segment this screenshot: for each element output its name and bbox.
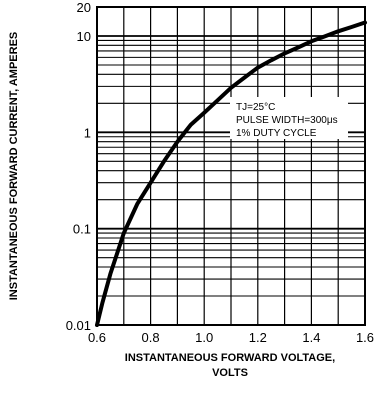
x-tick-label: 1.2 [249,330,267,345]
x-tick-label: 1.4 [302,330,320,345]
y-tick-label: 0.01 [66,318,91,333]
x-axis-label-line1: INSTANTANEOUS FORWARD VOLTAGE, [125,352,335,364]
annotation-duty-cycle: 1% DUTY CYCLE [236,128,317,139]
y-axis-label: INSTANTANEOUS FORWARD CURRENT, AMPERES [8,32,20,301]
y-tick-label: 10 [77,29,91,44]
plot-frame [96,6,366,326]
y-tick-label: 0.1 [73,222,91,237]
y-tick-labels: 0.01 0.1 1 10 20 [66,0,91,333]
annotation-temperature: TJ=25°C [236,102,275,113]
annotation-background [230,97,348,139]
grid [97,7,365,325]
x-tick-labels: 0.6 0.8 1.0 1.2 1.4 1.6 [88,330,374,345]
x-tick-label: 1.6 [356,330,374,345]
y-tick-label: 1 [84,125,91,140]
curve-layer [95,20,367,327]
x-axis-label-line2: VOLTS [212,367,248,379]
annotation-box: TJ=25°C PULSE WIDTH=300μs 1% DUTY CYCLE [230,97,348,139]
x-tick-label: 0.6 [88,330,106,345]
forward-current-curve [95,20,367,327]
x-tick-label: 1.0 [195,330,213,345]
y-tick-label: 20 [77,0,91,15]
annotation-pulse-width: PULSE WIDTH=300μs [236,115,338,126]
x-tick-label: 0.8 [142,330,160,345]
